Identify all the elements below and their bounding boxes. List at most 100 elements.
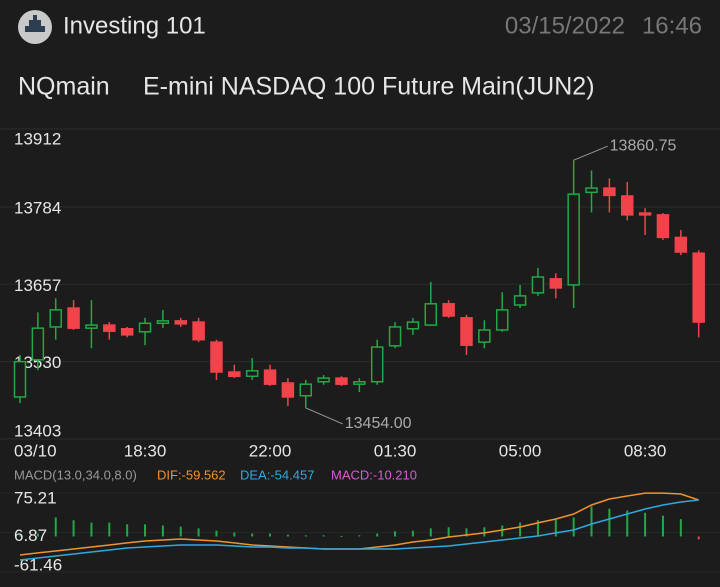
candle-body: [424, 303, 438, 326]
x-tick-label: 03/10: [14, 441, 57, 460]
macd-bar: [483, 527, 486, 537]
macd-bar: [590, 506, 593, 537]
candle-body: [495, 309, 509, 331]
macd-bar: [144, 524, 147, 537]
macd-bar: [697, 536, 700, 540]
candle-body: [103, 324, 116, 332]
candle-body: [478, 329, 491, 343]
macd-bar: [179, 526, 182, 537]
symbol: NQmain: [18, 73, 110, 101]
candle-body: [442, 303, 455, 317]
x-tick-label: 01:30: [374, 441, 417, 460]
macd-label: MACD(13.0,34.0,8.0): [14, 467, 137, 482]
macd-bar: [90, 522, 93, 537]
candle-body: [388, 326, 402, 347]
macd-bar: [679, 519, 682, 537]
macd-bar: [626, 510, 629, 537]
candle-body: [13, 360, 27, 398]
time: 16:46: [642, 12, 702, 39]
candle-body: [299, 383, 313, 397]
macd-bar: [501, 525, 504, 537]
candle-body: [317, 377, 330, 383]
candle-body: [585, 187, 598, 194]
candle-body: [460, 317, 473, 346]
candle-body: [281, 382, 295, 398]
macd-bar: [429, 528, 432, 537]
candle-body: [531, 276, 545, 294]
y-tick-label: 6.87: [14, 526, 47, 545]
annotation-line: [573, 145, 608, 161]
macd-bar: [126, 524, 129, 537]
app-name: Investing 101: [63, 12, 206, 39]
macd-bar: [215, 530, 218, 537]
candle-body: [638, 212, 652, 216]
macd-bar: [54, 517, 57, 537]
candle-body: [192, 321, 205, 341]
candle-body: [674, 236, 688, 253]
macd-bar: [251, 533, 254, 537]
macd-bar: [661, 515, 664, 537]
macd-bar: [519, 522, 522, 537]
x-tick-label: 08:30: [624, 441, 667, 460]
candle-body: [120, 328, 134, 336]
candle-body: [513, 295, 527, 306]
candle-body: [406, 321, 420, 330]
macd-bar: [19, 535, 21, 537]
macd-bar: [233, 532, 236, 537]
y-tick-label: 13912: [14, 129, 61, 148]
candle-body: [49, 309, 62, 328]
macd-bar: [72, 520, 75, 537]
macd-bar: [572, 517, 575, 537]
macd-bar: [304, 535, 307, 537]
x-tick-label: 18:30: [124, 441, 167, 460]
macd-bar: [36, 533, 39, 537]
candle-body: [567, 193, 580, 286]
x-tick-label: 05:00: [499, 441, 542, 460]
candle-body: [353, 381, 366, 385]
legend-entry: DEA:-54.457: [240, 467, 314, 482]
macd-bar: [465, 528, 468, 537]
candle-body: [656, 214, 670, 239]
min-annotation: 13454.00: [345, 415, 412, 432]
macd-bar: [269, 533, 272, 537]
macd-bar: [554, 518, 557, 537]
legend-entry: DIF:-59.562: [157, 467, 226, 482]
macd-bar: [411, 530, 414, 537]
macd-line: [19, 499, 699, 561]
macd-bar: [358, 535, 361, 537]
macd-bar: [161, 525, 164, 537]
candle-body: [245, 370, 259, 378]
annotation-line: [305, 407, 343, 425]
candle-body: [67, 307, 80, 329]
candle-body: [263, 369, 277, 385]
candle-body: [174, 320, 187, 325]
macd-bar: [608, 508, 611, 537]
candle-body: [692, 252, 705, 323]
y-tick-label: 75.21: [14, 488, 57, 507]
candle-body: [620, 195, 634, 216]
candle-body: [335, 377, 348, 385]
x-tick-label: 22:00: [249, 441, 292, 460]
instrument-name: E-mini NASDAQ 100 Future Main(JUN2): [143, 73, 595, 101]
macd-bar: [340, 535, 343, 537]
macd-bar: [108, 522, 111, 537]
macd-bar: [644, 512, 647, 537]
candle-body: [603, 187, 616, 197]
y-tick-label: 13657: [14, 276, 61, 295]
macd-bar: [322, 535, 325, 537]
y-tick-label: 13403: [14, 421, 61, 440]
candle-body: [228, 371, 241, 378]
candle-body: [370, 346, 384, 383]
candle-body: [156, 320, 170, 325]
app-icon: [18, 10, 52, 44]
macd-bar: [447, 527, 450, 537]
macd-bar: [197, 528, 200, 537]
y-tick-label: 13784: [14, 198, 61, 217]
macd-bar: [394, 531, 397, 537]
legend-entry: MACD:-10.210: [331, 467, 417, 482]
macd-bar: [376, 533, 379, 537]
macd-bar: [536, 520, 539, 537]
